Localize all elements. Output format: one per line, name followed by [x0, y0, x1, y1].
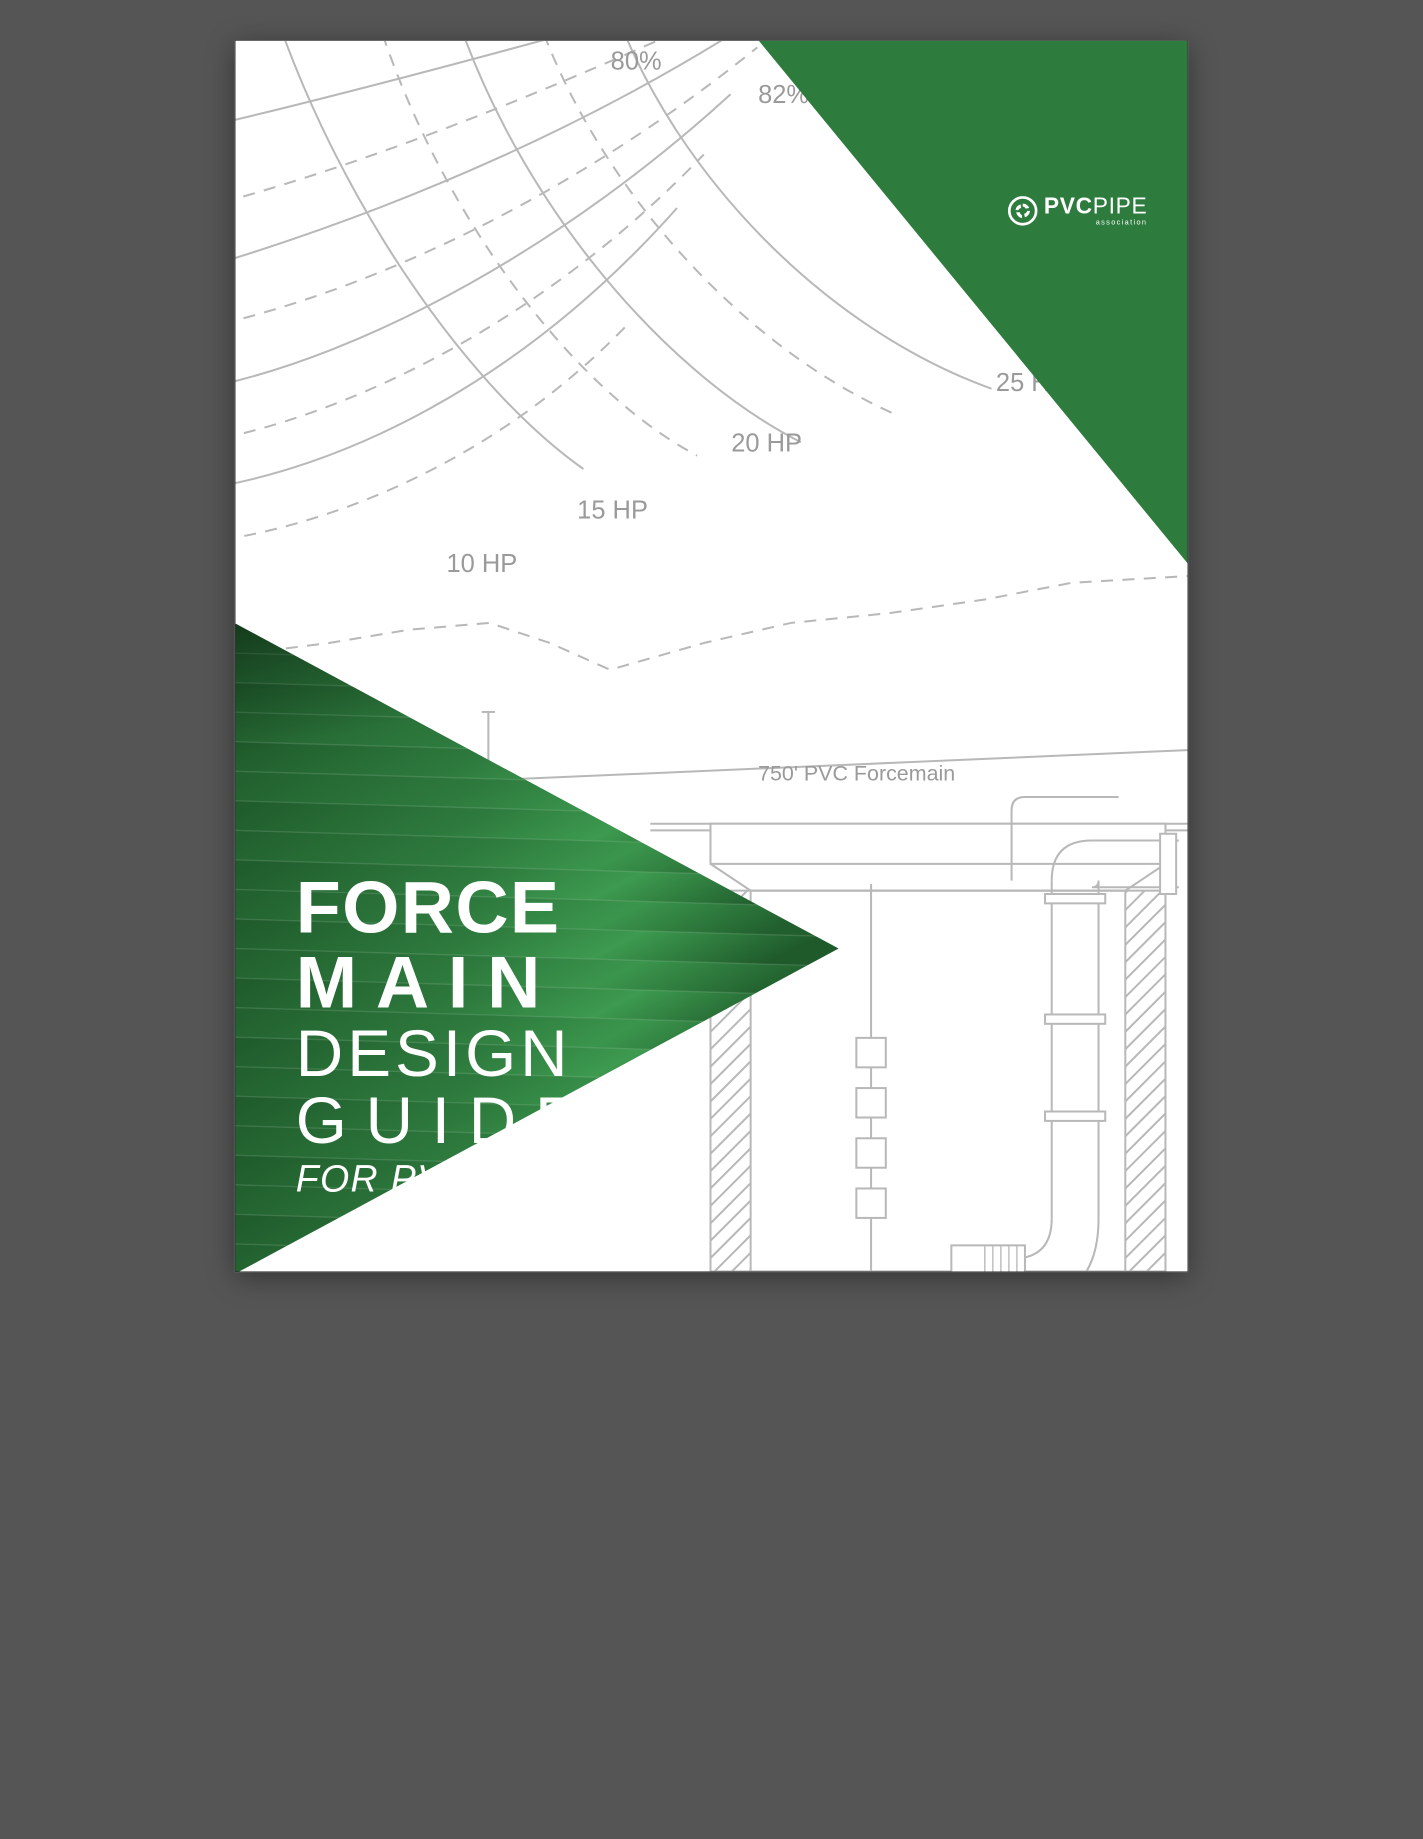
- brand-logo-text: PVCPIPE association: [1044, 195, 1147, 226]
- brand-subtitle: association: [1044, 219, 1147, 226]
- cover-title: FORCE MAIN DESIGN GUIDE FOR PVC PIPE: [296, 870, 598, 1198]
- title-line-3: DESIGN: [296, 1020, 598, 1087]
- title-line-5: FOR PVC PIPE: [296, 1159, 598, 1197]
- brand-name-light: PIPE: [1093, 193, 1148, 218]
- page-wrap: 80%82%80%25 HP20 HP15 HP10 HP 750' PVC F…: [235, 40, 1188, 1272]
- brand-logo-icon: [1008, 196, 1037, 225]
- title-line-2: MAIN: [296, 945, 598, 1020]
- chart-label: 15 HP: [577, 496, 648, 525]
- title-line-1: FORCE: [296, 870, 598, 945]
- brand-logo: PVCPIPE association: [1008, 195, 1148, 226]
- title-line-4: GUIDE: [296, 1087, 598, 1154]
- document-cover: 80%82%80%25 HP20 HP15 HP10 HP 750' PVC F…: [235, 40, 1188, 1272]
- chart-label: 80%: [611, 47, 662, 76]
- chart-label: 10 HP: [447, 550, 518, 579]
- corner-triangle-top-shape: [759, 41, 1188, 564]
- brand-name-bold: PVC: [1044, 193, 1093, 218]
- swirl-icon: [1014, 202, 1031, 219]
